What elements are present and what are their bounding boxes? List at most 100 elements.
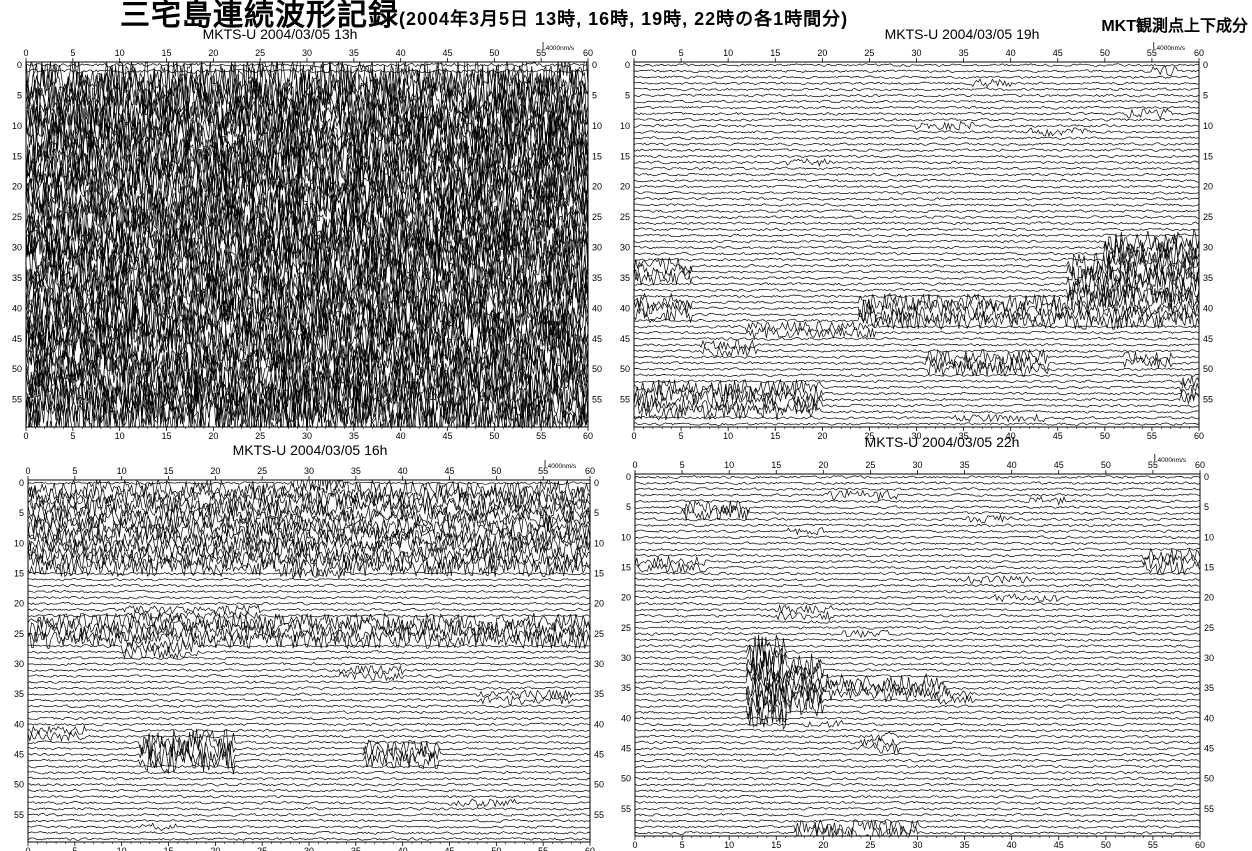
y-tick-label-right: 10 — [1203, 121, 1213, 131]
y-tick-label-left: 55 — [12, 395, 22, 405]
seismic-trace — [635, 496, 1200, 506]
y-tick-label-left: 45 — [620, 334, 630, 344]
seismic-trace — [635, 824, 1200, 836]
x-tick-label-bottom: 0 — [631, 431, 636, 441]
seismic-trace — [28, 735, 590, 762]
x-tick-label-bottom: 60 — [1195, 840, 1205, 850]
y-tick-label-left: 45 — [621, 744, 631, 754]
x-tick-label-bottom: 50 — [491, 846, 501, 851]
seismic-trace — [26, 231, 588, 275]
y-tick-label-left: 15 — [12, 151, 22, 161]
x-tick-label-bottom: 35 — [960, 840, 970, 850]
seismic-trace — [635, 559, 1200, 576]
seismic-trace — [635, 481, 1200, 485]
seismic-trace — [28, 509, 590, 530]
seismic-trace — [28, 722, 590, 727]
y-tick-label-right: 0 — [592, 60, 597, 70]
x-tick-label-bottom: 15 — [161, 431, 171, 441]
x-tick-label-top: 50 — [489, 48, 499, 58]
x-tick-label-top: 40 — [396, 48, 406, 58]
seismic-trace — [635, 547, 1200, 562]
seismic-trace — [635, 649, 1200, 682]
y-tick-label-right: 45 — [592, 334, 602, 344]
y-tick-label-left: 25 — [12, 212, 22, 222]
seismic-trace — [28, 604, 590, 615]
seismogram-plot: 0055101015152020252530303535404045455050… — [620, 42, 1213, 441]
y-tick-label-right: 55 — [1204, 804, 1214, 814]
x-tick-label-bottom: 55 — [538, 846, 548, 851]
y-tick-label-right: 5 — [594, 508, 599, 518]
seismic-trace — [635, 620, 1200, 624]
y-tick-label-right: 35 — [1203, 273, 1213, 283]
y-tick-label-right: 20 — [1204, 593, 1214, 603]
y-tick-label-right: 25 — [1204, 623, 1214, 633]
y-tick-label-right: 10 — [594, 538, 604, 548]
x-tick-label-bottom: 35 — [959, 431, 969, 441]
trace-group — [26, 62, 588, 427]
x-tick-label-top: 10 — [724, 460, 734, 470]
seismic-trace — [28, 601, 590, 606]
seismic-trace — [635, 575, 1200, 584]
y-tick-label-left: 10 — [14, 538, 24, 548]
y-tick-label-right: 20 — [594, 599, 604, 609]
seismic-trace — [28, 788, 590, 793]
x-tick-label-bottom: 25 — [255, 431, 265, 441]
seismic-trace — [26, 74, 588, 117]
seismic-trace — [26, 354, 588, 396]
seismic-trace — [635, 752, 1200, 757]
x-tick-label-top: 15 — [161, 48, 171, 58]
x-tick-label-bottom: 5 — [680, 840, 685, 850]
seismogram-plot: 0055101015152020252530303535404045455050… — [621, 454, 1214, 850]
x-tick-label-top: 5 — [72, 466, 77, 476]
x-tick-label-top: 50 — [1101, 460, 1111, 470]
seismic-trace — [634, 99, 1199, 104]
x-tick-label-top: 10 — [117, 466, 127, 476]
x-tick-label-bottom: 55 — [1147, 431, 1157, 441]
seismic-trace — [634, 178, 1199, 183]
seismic-trace — [634, 158, 1199, 167]
x-tick-label-bottom: 45 — [444, 846, 454, 851]
x-tick-label-bottom: 50 — [489, 431, 499, 441]
seismic-trace — [635, 719, 1200, 729]
x-tick-label-bottom: 50 — [1100, 431, 1110, 441]
y-tick-label-right: 20 — [1203, 182, 1213, 192]
seismogram-panel-16h: MKTS-U 2004/03/05 16h 0 0 5 5 10 10 15 15 20 20 25… — [0, 440, 612, 851]
seismic-trace — [28, 746, 590, 774]
seismogram-panel-19h: MKTS-U 2004/03/05 19h 0 0 5 5 10 10 15 15 20 20 25… — [612, 26, 1252, 441]
x-tick-label-top: 55 — [538, 466, 548, 476]
x-tick-label-bottom: 20 — [210, 846, 220, 851]
plot-frame — [634, 473, 1201, 837]
seismic-trace — [635, 629, 1200, 639]
x-tick-label-top: 5 — [70, 48, 75, 58]
x-tick-label-bottom: 45 — [442, 431, 452, 441]
seismic-trace — [634, 422, 1199, 426]
x-tick-label-top: 5 — [680, 460, 685, 470]
y-tick-label-left: 5 — [625, 90, 630, 100]
seismic-trace — [634, 337, 1199, 341]
seismic-trace — [634, 136, 1199, 140]
seismic-trace — [28, 595, 590, 600]
seismic-trace — [28, 545, 590, 566]
seismic-trace — [28, 662, 590, 666]
seismic-trace — [28, 741, 590, 769]
seismic-trace — [26, 390, 588, 427]
y-tick-label-left: 35 — [12, 273, 22, 283]
y-tick-label-left: 25 — [620, 212, 630, 222]
x-tick-label-bottom: 60 — [585, 846, 595, 851]
seismic-trace — [634, 345, 1199, 358]
x-tick-label-top: 0 — [23, 48, 28, 58]
y-tick-label-left: 40 — [620, 303, 630, 313]
y-tick-label-right: 25 — [592, 212, 602, 222]
seismic-trace — [26, 262, 588, 306]
seismic-trace — [28, 776, 590, 781]
seismic-trace — [28, 716, 590, 721]
seismic-trace — [28, 520, 590, 542]
x-tick-label-top: 0 — [631, 48, 636, 58]
seismic-trace — [634, 105, 1199, 110]
y-tick-label-right: 15 — [592, 151, 602, 161]
x-tick-label-bottom: 45 — [1053, 431, 1063, 441]
seismic-trace — [634, 227, 1199, 232]
seismic-trace — [634, 379, 1199, 397]
seismic-trace — [26, 68, 588, 74]
seismic-trace — [28, 782, 590, 787]
